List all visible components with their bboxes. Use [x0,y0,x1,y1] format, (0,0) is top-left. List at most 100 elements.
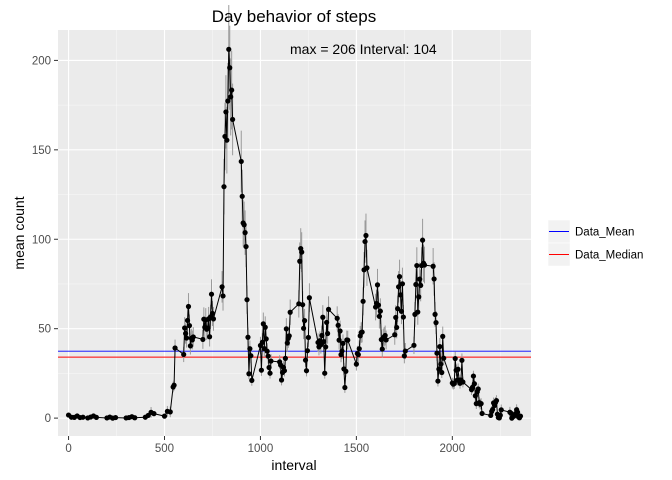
data-point [434,350,440,356]
data-point [282,355,288,361]
y-tick-label: 100 [32,234,51,246]
y-tick-label: 0 [45,413,51,425]
data-point [353,361,359,367]
data-point [498,407,504,413]
data-point [417,276,423,282]
data-point [418,282,424,289]
data-point [262,324,268,330]
data-point [228,94,234,100]
data-point [210,316,217,322]
data-point [342,384,348,391]
data-point [182,325,188,331]
data-point [248,353,254,359]
data-point [402,348,408,354]
data-point [416,294,422,300]
data-point [460,379,466,385]
data-point [220,293,226,299]
data-point [364,265,370,271]
data-point [224,137,230,143]
data-point [355,352,361,358]
data-point [382,332,388,339]
data-point [394,324,400,331]
plot-panel [58,30,531,436]
data-point [471,381,477,387]
data-point [245,334,251,340]
data-point [299,249,305,255]
data-point [419,237,426,243]
data-point [151,411,157,417]
data-point [80,414,86,420]
data-point [374,282,381,288]
data-point [258,367,264,373]
data-point [455,366,461,372]
data-point [393,314,399,321]
data-point [397,292,404,298]
data-point [227,65,233,71]
data-point [321,338,327,345]
data-point [93,414,99,420]
y-axis: 0 50 100 150 200 [32,55,58,425]
data-point [190,334,196,340]
data-point [479,410,485,417]
data-point [497,412,503,418]
data-point [436,366,442,372]
legend-label: Data_Mean [575,227,634,239]
data-point [259,339,265,345]
legend-label: Data_Median [575,250,643,262]
data-point [306,295,312,301]
data-point [319,332,325,339]
data-point [340,340,346,346]
data-point [320,314,326,320]
data-point [336,337,342,343]
data-point [431,276,437,282]
data-point [186,323,193,329]
data-point [223,109,229,115]
data-point [187,343,194,349]
data-point [440,333,446,339]
x-axis-title: interval [271,457,316,473]
data-point [376,313,383,319]
data-point [221,184,227,190]
data-point [171,382,177,388]
data-point [325,306,332,312]
data-point [324,319,330,326]
x-tick-label: 1500 [344,443,370,455]
data-point [205,325,211,331]
data-point [362,238,368,245]
data-point [517,413,524,419]
data-point [363,232,369,239]
data-point [414,262,420,269]
data-point [395,284,402,290]
data-point [208,291,215,297]
data-point [411,342,417,348]
data-points [65,46,524,421]
data-point [268,358,274,364]
y-tick-label: 150 [32,145,51,157]
data-point [475,386,481,392]
data-point [226,46,232,52]
data-point [339,348,345,354]
data-point [396,274,403,280]
data-point [183,335,190,341]
data-point [283,326,289,332]
data-point [478,401,484,407]
data-point [323,344,329,350]
max-annotation: max = 206 Interval: 104 [290,41,437,57]
data-point [243,243,249,250]
data-point [437,343,443,350]
data-point [400,314,406,320]
data-point [225,98,231,104]
data-point [181,351,187,358]
data-point [200,336,206,343]
data-point [438,361,444,367]
data-point [359,329,365,335]
data-point [452,355,458,362]
data-point [335,322,341,328]
data-point [360,298,366,304]
data-point [514,409,521,415]
data-point [286,333,292,339]
data-point [112,414,119,421]
data-point [266,364,272,371]
data-point [343,368,349,374]
data-point [441,355,447,361]
